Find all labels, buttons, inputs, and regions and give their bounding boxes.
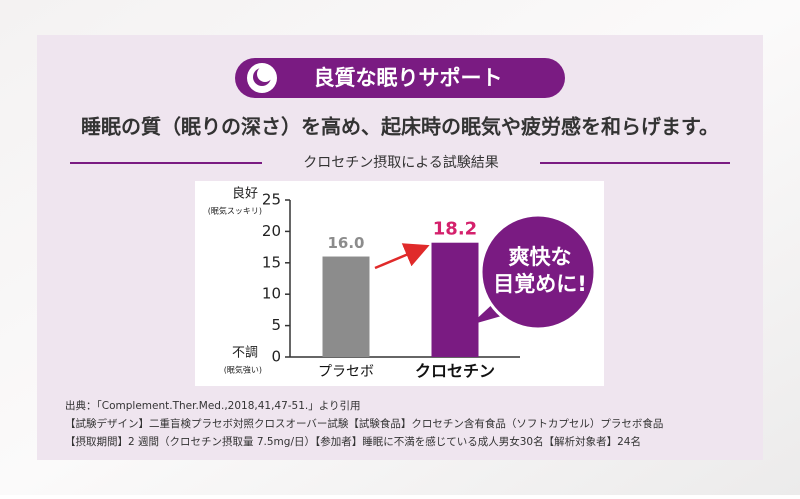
y-tick-label: 20 bbox=[262, 222, 281, 240]
y-tick-label: 0 bbox=[271, 348, 281, 366]
y-tick-label: 10 bbox=[262, 285, 281, 303]
y-tick-label: 25 bbox=[262, 191, 281, 209]
callout-text: 爽快な bbox=[509, 245, 572, 269]
value-label: 18.2 bbox=[433, 219, 477, 240]
note: 【試験デザイン】二重盲検プラセボ対照クロスオーバー試験【試験食品】クロセチン含有… bbox=[65, 417, 663, 430]
y-top-label: 良好 bbox=[232, 186, 258, 202]
callout bbox=[479, 213, 597, 331]
y-tick-label: 15 bbox=[262, 253, 281, 271]
moon-icon-cut bbox=[257, 66, 273, 82]
section-title: クロセチン摂取による試験結果 bbox=[303, 155, 499, 171]
x-tick-label: プラセボ bbox=[318, 364, 374, 380]
bar bbox=[431, 242, 479, 357]
bar bbox=[322, 256, 370, 357]
y-bottom-label: 不調 bbox=[232, 346, 258, 361]
badge-text: 良質な眠りサポート bbox=[314, 66, 503, 90]
badge bbox=[235, 58, 565, 98]
arrow bbox=[374, 243, 430, 270]
y-bottom-sublabel: (眠気強い) bbox=[224, 365, 262, 375]
note: 出典：「Complement.Ther.Med.,2018,41,47-51.」… bbox=[65, 399, 361, 412]
y-tick-label: 5 bbox=[271, 316, 281, 334]
callout-text: 目覚めに! bbox=[493, 272, 587, 296]
value-label: 16.0 bbox=[327, 234, 364, 252]
note: 【摂取期間】2 週間（クロセチン摂取量 7.5mg/日）【参加者】睡眠に不満を感… bbox=[65, 435, 641, 448]
headline: 睡眠の質（眠りの深さ）を高め、起床時の眠気や疲労感を和らげます。 bbox=[81, 115, 719, 139]
x-tick-label: クロセチン bbox=[415, 362, 495, 381]
y-top-sublabel: (眠気スッキリ) bbox=[208, 206, 262, 216]
